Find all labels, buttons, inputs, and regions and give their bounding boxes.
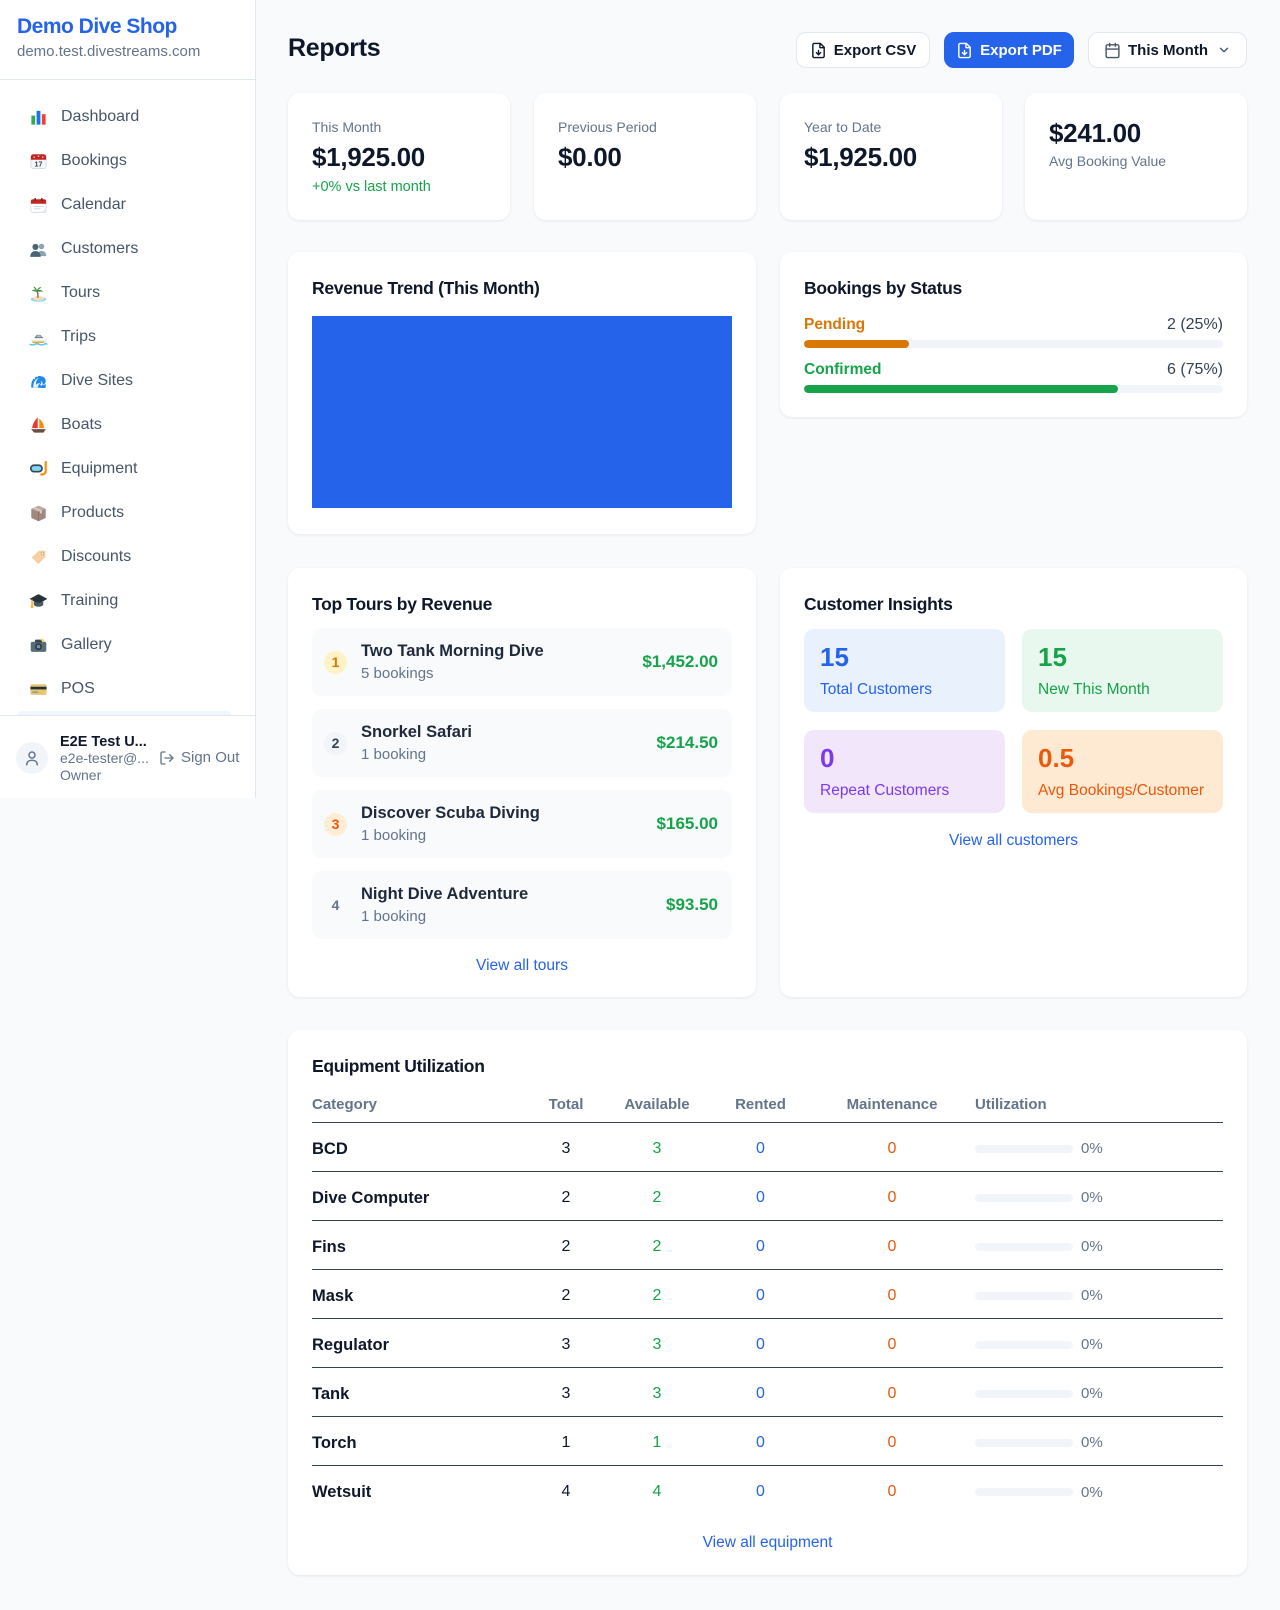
svg-text:17: 17 <box>34 160 42 168</box>
